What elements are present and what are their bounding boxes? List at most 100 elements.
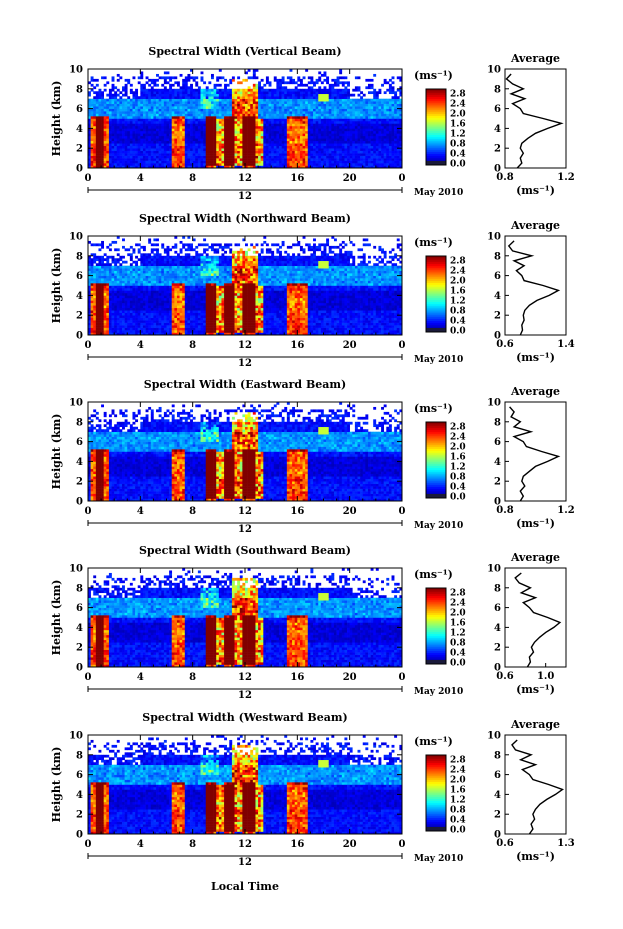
colorbar-under [426,827,446,831]
panel-1: Spectral Width (Vertical Beam) 0 2 4 6 8 10 Hei… [50,45,575,202]
y-tick-label: 8 [76,84,83,95]
colorbar-frame [425,421,447,499]
profile-x-label: (ms⁻¹) [516,683,555,696]
heatmap [88,402,403,502]
colorbar-frame [425,88,447,166]
profile-y-tick-label: 4 [494,457,501,468]
heatmap [88,568,403,668]
x-tick-label: 8 [189,173,196,184]
x-tick-label: 8 [189,340,196,351]
colorbar-tick-label: 2.8 [450,90,466,100]
colorbar-tick-label: 2.8 [450,589,466,599]
y-tick-label: 6 [76,437,83,448]
average-profile: 0 2 4 6 8 10 0.6 1.0(ms⁻¹) [487,564,567,696]
panel-2: Spectral Width (Northward Beam) 0 2 4 6 8 10 He… [50,212,575,369]
y-tick-label: 6 [76,603,83,614]
x-tick-label: 0 [399,506,406,517]
x-tick-label: 12 [238,340,252,351]
profile-frame [504,235,567,336]
colorbar-tick-label: 1.2 [450,796,466,806]
colorbar-tick-label: 1.2 [450,130,466,140]
profile-title: Average [510,52,560,65]
date-suffix: May 2010 [414,854,463,864]
y-tick-label: 8 [76,251,83,262]
colorbar-frame [425,587,447,665]
colorbar-tick-label: 2.0 [450,609,466,619]
heatmap [88,236,403,336]
profile-y-tick-label: 8 [494,750,501,761]
y-tick-label: 0 [76,164,83,175]
panel-title: Spectral Width (Westward Beam) [142,711,347,724]
profile-y-tick-label: 4 [494,790,501,801]
profile-line [511,739,565,835]
profile-y-tick-label: 6 [494,437,501,448]
colorbar-tick-label: 0.4 [450,317,466,327]
x-tick-label: 0 [399,839,406,850]
colorbar-unit: (ms⁻¹) [414,402,453,415]
heatmap [88,735,403,835]
profile-y-tick-label: 8 [494,583,501,594]
colorbar-tick-label: 2.4 [450,599,466,609]
x-tick-label: 4 [137,173,144,184]
profile-y-tick-label: 10 [487,564,501,575]
y-tick-label: 4 [76,790,83,801]
x-tick-label: 0 [85,506,92,517]
profile-y-tick-label: 8 [494,84,501,95]
x-tick-label: 12 [238,839,252,850]
panel-title: Spectral Width (Northward Beam) [139,212,351,225]
colorbar [426,89,446,166]
x-tick-label: 20 [343,839,357,850]
x-tick-label: 0 [85,672,92,683]
colorbar-tick-label: 2.4 [450,100,466,110]
profile-y-tick-label: 6 [494,770,501,781]
colorbar-tick-label: 0.4 [450,150,466,160]
x-tick-label: 16 [290,340,304,351]
colorbar-tick-label: 1.6 [450,786,466,796]
profile-y-tick-label: 4 [494,623,501,634]
colorbar-under [426,328,446,332]
x-tick-label: 20 [343,173,357,184]
colorbar-under [426,494,446,498]
y-tick-label: 2 [76,311,83,322]
colorbar-tick-label: 1.6 [450,287,466,297]
y-tick-label: 0 [76,331,83,342]
colorbar-tick-label: 0.0 [450,826,466,836]
heatmap [88,69,403,169]
profile-line [514,572,562,668]
colorbar-under [426,660,446,664]
y-tick-label: 2 [76,144,83,155]
y-tick-label: 10 [69,232,83,243]
y-tick-label: 2 [76,810,83,821]
colorbar-tick-label: 0.0 [450,327,466,337]
colorbar-tick-label: 2.8 [450,756,466,766]
x-tick-label: 16 [290,672,304,683]
y-axis-label: Height (km) [50,747,63,823]
y-tick-label: 4 [76,124,83,135]
profile-y-tick-label: 0 [494,497,501,508]
profile-line [505,73,564,169]
x-tick-label: 8 [189,672,196,683]
y-tick-label: 4 [76,291,83,302]
colorbar-tick-label: 2.4 [450,433,466,443]
profile-x-label: (ms⁻¹) [516,351,555,364]
colorbar-frame [425,754,447,832]
profile-x-label: (ms⁻¹) [516,517,555,530]
y-axis-label: Height (km) [50,248,63,324]
x-tick-label: 20 [343,340,357,351]
profile-y-tick-label: 10 [487,232,501,243]
profile-y-tick-label: 8 [494,251,501,262]
x-tick-label: 4 [137,506,144,517]
y-tick-label: 10 [69,398,83,409]
y-tick-label: 6 [76,271,83,282]
profile-x-label: (ms⁻¹) [516,184,555,197]
y-tick-label: 2 [76,643,83,654]
x-tick-label: 0 [85,173,92,184]
profile-x-tick-label: 1.0 [537,671,554,682]
x-tick-label: 0 [399,173,406,184]
date-label: 12 [238,857,252,868]
colorbar-unit: (ms⁻¹) [414,568,453,581]
profile-x-tick-label: 0.8 [496,172,513,183]
colorbar-tick-label: 0.4 [450,816,466,826]
colorbar-tick-label: 0.4 [450,649,466,659]
